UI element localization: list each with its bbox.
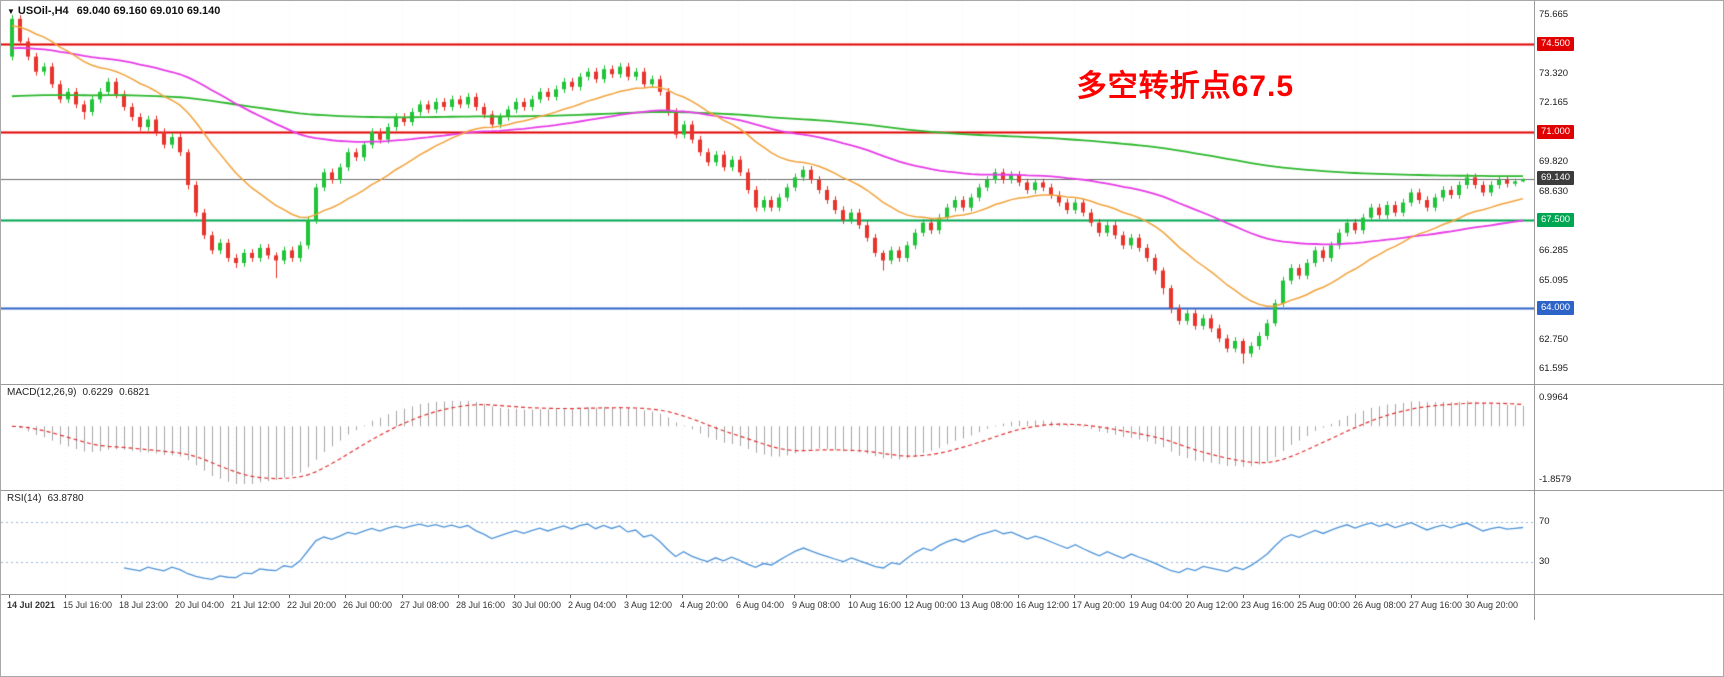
- time-axis-label: 30 Aug 20:00: [1465, 600, 1519, 610]
- time-axis-label: 30 Jul 00:00: [512, 600, 562, 610]
- time-tick: [794, 594, 795, 598]
- axis-divider: [1534, 1, 1535, 620]
- time-tick: [1299, 594, 1300, 598]
- time-axis-label: 17 Aug 20:00: [1072, 600, 1126, 610]
- time-tick: [1131, 594, 1132, 598]
- time-axis-label: 13 Aug 08:00: [960, 600, 1014, 610]
- time-tick: [65, 594, 66, 598]
- time-tick: [1187, 594, 1188, 598]
- price-level-badge: 69.140: [1537, 171, 1575, 186]
- symbol-title: USOil-,H4: [17, 5, 69, 17]
- price-axis-label: 69.820: [1539, 155, 1569, 167]
- time-axis-label: 16 Aug 12:00: [1016, 600, 1070, 610]
- macd-pane: MACD(12,26,9) 0.6229 0.6821: [1, 384, 1534, 490]
- rsi-name: RSI(14): [7, 493, 42, 504]
- ohlc-readout: 69.040 69.160 69.010 69.140: [76, 5, 221, 17]
- annotation-text: 多空转折点67.5: [1076, 70, 1294, 103]
- time-axis-label: 22 Jul 20:00: [287, 600, 337, 610]
- time-axis-label: 27 Aug 16:00: [1409, 600, 1463, 610]
- time-axis-label: 3 Aug 12:00: [624, 600, 673, 610]
- symbol-info: ▼ USOil-,H4 69.040 69.160 69.010 69.140: [7, 5, 220, 17]
- time-axis-label: 9 Aug 08:00: [792, 600, 841, 610]
- rsi-pane: RSI(14) 63.8780: [1, 490, 1534, 594]
- price-axis-label: 65.095: [1539, 274, 1569, 286]
- time-tick: [289, 594, 290, 598]
- panel-divider[interactable]: [1, 490, 1723, 491]
- time-axis-label: 21 Jul 12:00: [231, 600, 281, 610]
- time-tick: [1074, 594, 1075, 598]
- time-axis-label: 23 Aug 16:00: [1241, 600, 1295, 610]
- time-axis-label: 2 Aug 04:00: [568, 600, 617, 610]
- macd-axis-min-label: -1.8579: [1539, 473, 1572, 485]
- price-level-badge: 67.500: [1537, 212, 1575, 227]
- time-tick: [9, 594, 10, 598]
- price-level-badge: 71.000: [1537, 124, 1575, 139]
- time-axis-label: 15 Jul 16:00: [63, 600, 113, 610]
- macd-value-signal: 0.6821: [119, 387, 150, 398]
- rsi-axis-label: 30: [1539, 556, 1550, 568]
- time-tick: [233, 594, 234, 598]
- price-axis-label: 72.165: [1539, 96, 1569, 108]
- macd-name: MACD(12,26,9): [7, 387, 77, 398]
- price-axis-label: 68.630: [1539, 185, 1569, 197]
- time-tick: [738, 594, 739, 598]
- time-tick: [906, 594, 907, 598]
- time-axis-label: 26 Jul 00:00: [343, 600, 393, 610]
- time-axis-label: 10 Aug 16:00: [848, 600, 902, 610]
- price-axis-label: 75.665: [1539, 8, 1569, 20]
- time-axis-label: 6 Aug 04:00: [736, 600, 785, 610]
- time-tick: [682, 594, 683, 598]
- time-axis-label: 20 Aug 12:00: [1185, 600, 1239, 610]
- panel-divider[interactable]: [1, 594, 1723, 595]
- macd-label: MACD(12,26,9) 0.6229 0.6821: [7, 387, 150, 398]
- time-tick: [121, 594, 122, 598]
- price-chart-canvas[interactable]: [1, 1, 1534, 384]
- price-axis[interactable]: 75.665 73.320 72.165 69.820 68.630 66.285 65.0…: [1535, 1, 1723, 620]
- rsi-axis-label: 70: [1539, 515, 1550, 527]
- time-tick: [1243, 594, 1244, 598]
- price-axis-label: 73.320: [1539, 67, 1569, 79]
- price-axis-label: 62.750: [1539, 333, 1569, 345]
- time-tick: [345, 594, 346, 598]
- time-axis-label: 25 Aug 00:00: [1297, 600, 1351, 610]
- time-tick: [850, 594, 851, 598]
- time-axis[interactable]: 14 Jul 2021 15 Jul 16:00 18 Jul 23:00 20 Ju…: [1, 594, 1534, 620]
- time-axis-label: 4 Aug 20:00: [680, 600, 729, 610]
- time-tick: [177, 594, 178, 598]
- time-tick: [1018, 594, 1019, 598]
- time-tick: [626, 594, 627, 598]
- macd-canvas[interactable]: [1, 384, 1534, 490]
- time-axis-label: 26 Aug 08:00: [1353, 600, 1407, 610]
- macd-axis-max-label: 0.9964: [1539, 391, 1569, 403]
- main-chart-pane: ▼ USOil-,H4 69.040 69.160 69.010 69.140 多空…: [1, 1, 1534, 384]
- rsi-canvas[interactable]: [1, 490, 1534, 594]
- time-axis-label: 19 Aug 04:00: [1129, 600, 1183, 610]
- time-tick: [1411, 594, 1412, 598]
- price-axis-label: 61.595: [1539, 362, 1569, 374]
- time-tick: [962, 594, 963, 598]
- rsi-value: 63.8780: [47, 493, 84, 504]
- price-level-badge: 64.000: [1537, 300, 1575, 315]
- price-level-badge: 74.500: [1537, 36, 1575, 51]
- time-tick: [514, 594, 515, 598]
- rsi-label: RSI(14) 63.8780: [7, 493, 84, 504]
- time-axis-label: 12 Aug 00:00: [904, 600, 958, 610]
- panel-divider[interactable]: [1, 384, 1723, 385]
- time-tick: [1355, 594, 1356, 598]
- time-axis-label: 18 Jul 23:00: [119, 600, 169, 610]
- time-axis-label: 28 Jul 16:00: [456, 600, 506, 610]
- time-tick: [402, 594, 403, 598]
- time-axis-label: 27 Jul 08:00: [400, 600, 450, 610]
- time-axis-label: 20 Jul 04:00: [175, 600, 225, 610]
- time-tick: [458, 594, 459, 598]
- macd-value-main: 0.6229: [82, 387, 114, 398]
- time-tick: [570, 594, 571, 598]
- price-axis-label: 66.285: [1539, 244, 1569, 256]
- time-axis-label: 14 Jul 2021: [7, 600, 56, 610]
- time-tick: [1467, 594, 1468, 598]
- symbol-dropdown-icon[interactable]: ▼: [7, 7, 15, 16]
